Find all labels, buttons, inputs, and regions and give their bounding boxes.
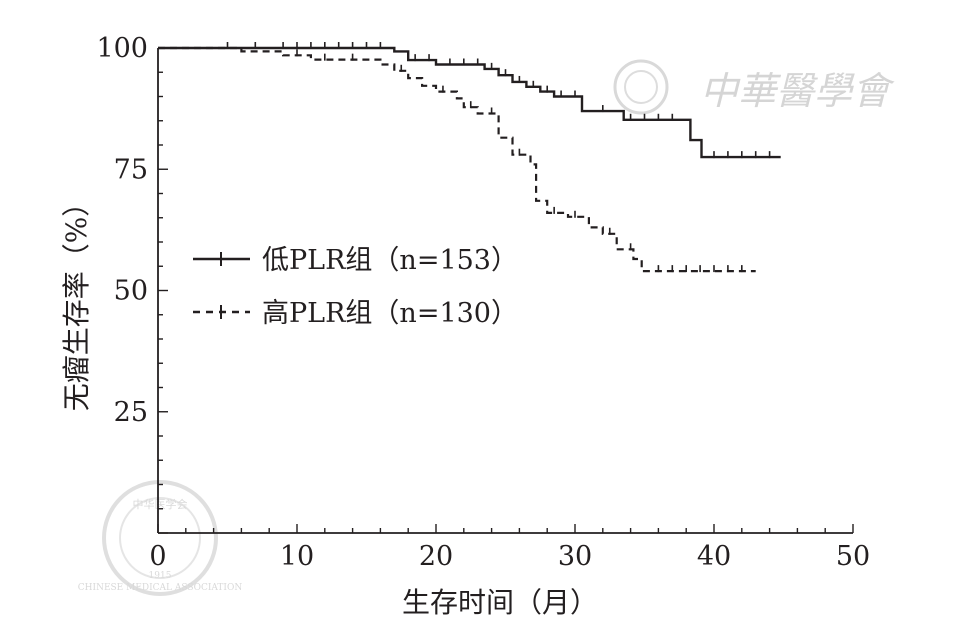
x-tick-label: 30 bbox=[558, 541, 592, 572]
x-axis-label: 生存时间（月） bbox=[402, 586, 598, 619]
series-high-plr bbox=[158, 46, 756, 273]
x-tick-label: 40 bbox=[697, 541, 731, 572]
series-layer bbox=[158, 42, 781, 273]
watermark-top-right: 中華醫學會 bbox=[613, 59, 895, 115]
seal-year: 1915 bbox=[149, 571, 172, 581]
y-tick-label: 25 bbox=[114, 397, 148, 428]
legend: 低PLR组（n=153） 高PLR组（n=130） bbox=[193, 245, 518, 329]
y-tick-label: 50 bbox=[114, 276, 148, 307]
y-tick-label: 100 bbox=[96, 33, 148, 64]
y-axis-label: 无瘤生存率（%） bbox=[60, 189, 93, 412]
watermark-seal-icon bbox=[613, 59, 669, 115]
legend-label-low-plr: 低PLR组（n=153） bbox=[262, 245, 518, 276]
x-tick-label: 50 bbox=[836, 541, 870, 572]
legend-item-high-plr: 高PLR组（n=130） bbox=[193, 298, 518, 329]
x-tick-label: 10 bbox=[280, 541, 314, 572]
x-tick-label: 0 bbox=[149, 541, 166, 572]
seal-text: 中华医学会 bbox=[133, 497, 188, 511]
series-line bbox=[158, 46, 756, 273]
seal-icon bbox=[102, 480, 218, 596]
watermark-seal-bottom-left: 中华医学会 CHINESE MEDICAL ASSOCIATION 1915 bbox=[78, 480, 243, 596]
legend-label-high-plr: 高PLR组（n=130） bbox=[262, 298, 518, 329]
x-tick-label: 20 bbox=[419, 541, 453, 572]
series-line bbox=[158, 46, 781, 159]
seal-ring-text: CHINESE MEDICAL ASSOCIATION bbox=[78, 583, 243, 593]
series-low-plr bbox=[158, 42, 781, 159]
y-tick-label: 75 bbox=[114, 154, 148, 185]
axes: 0 10 20 30 40 50 25 50 75 100 bbox=[96, 33, 870, 572]
legend-item-low-plr: 低PLR组（n=153） bbox=[193, 245, 518, 276]
watermark-text: 中華醫學會 bbox=[700, 69, 895, 113]
